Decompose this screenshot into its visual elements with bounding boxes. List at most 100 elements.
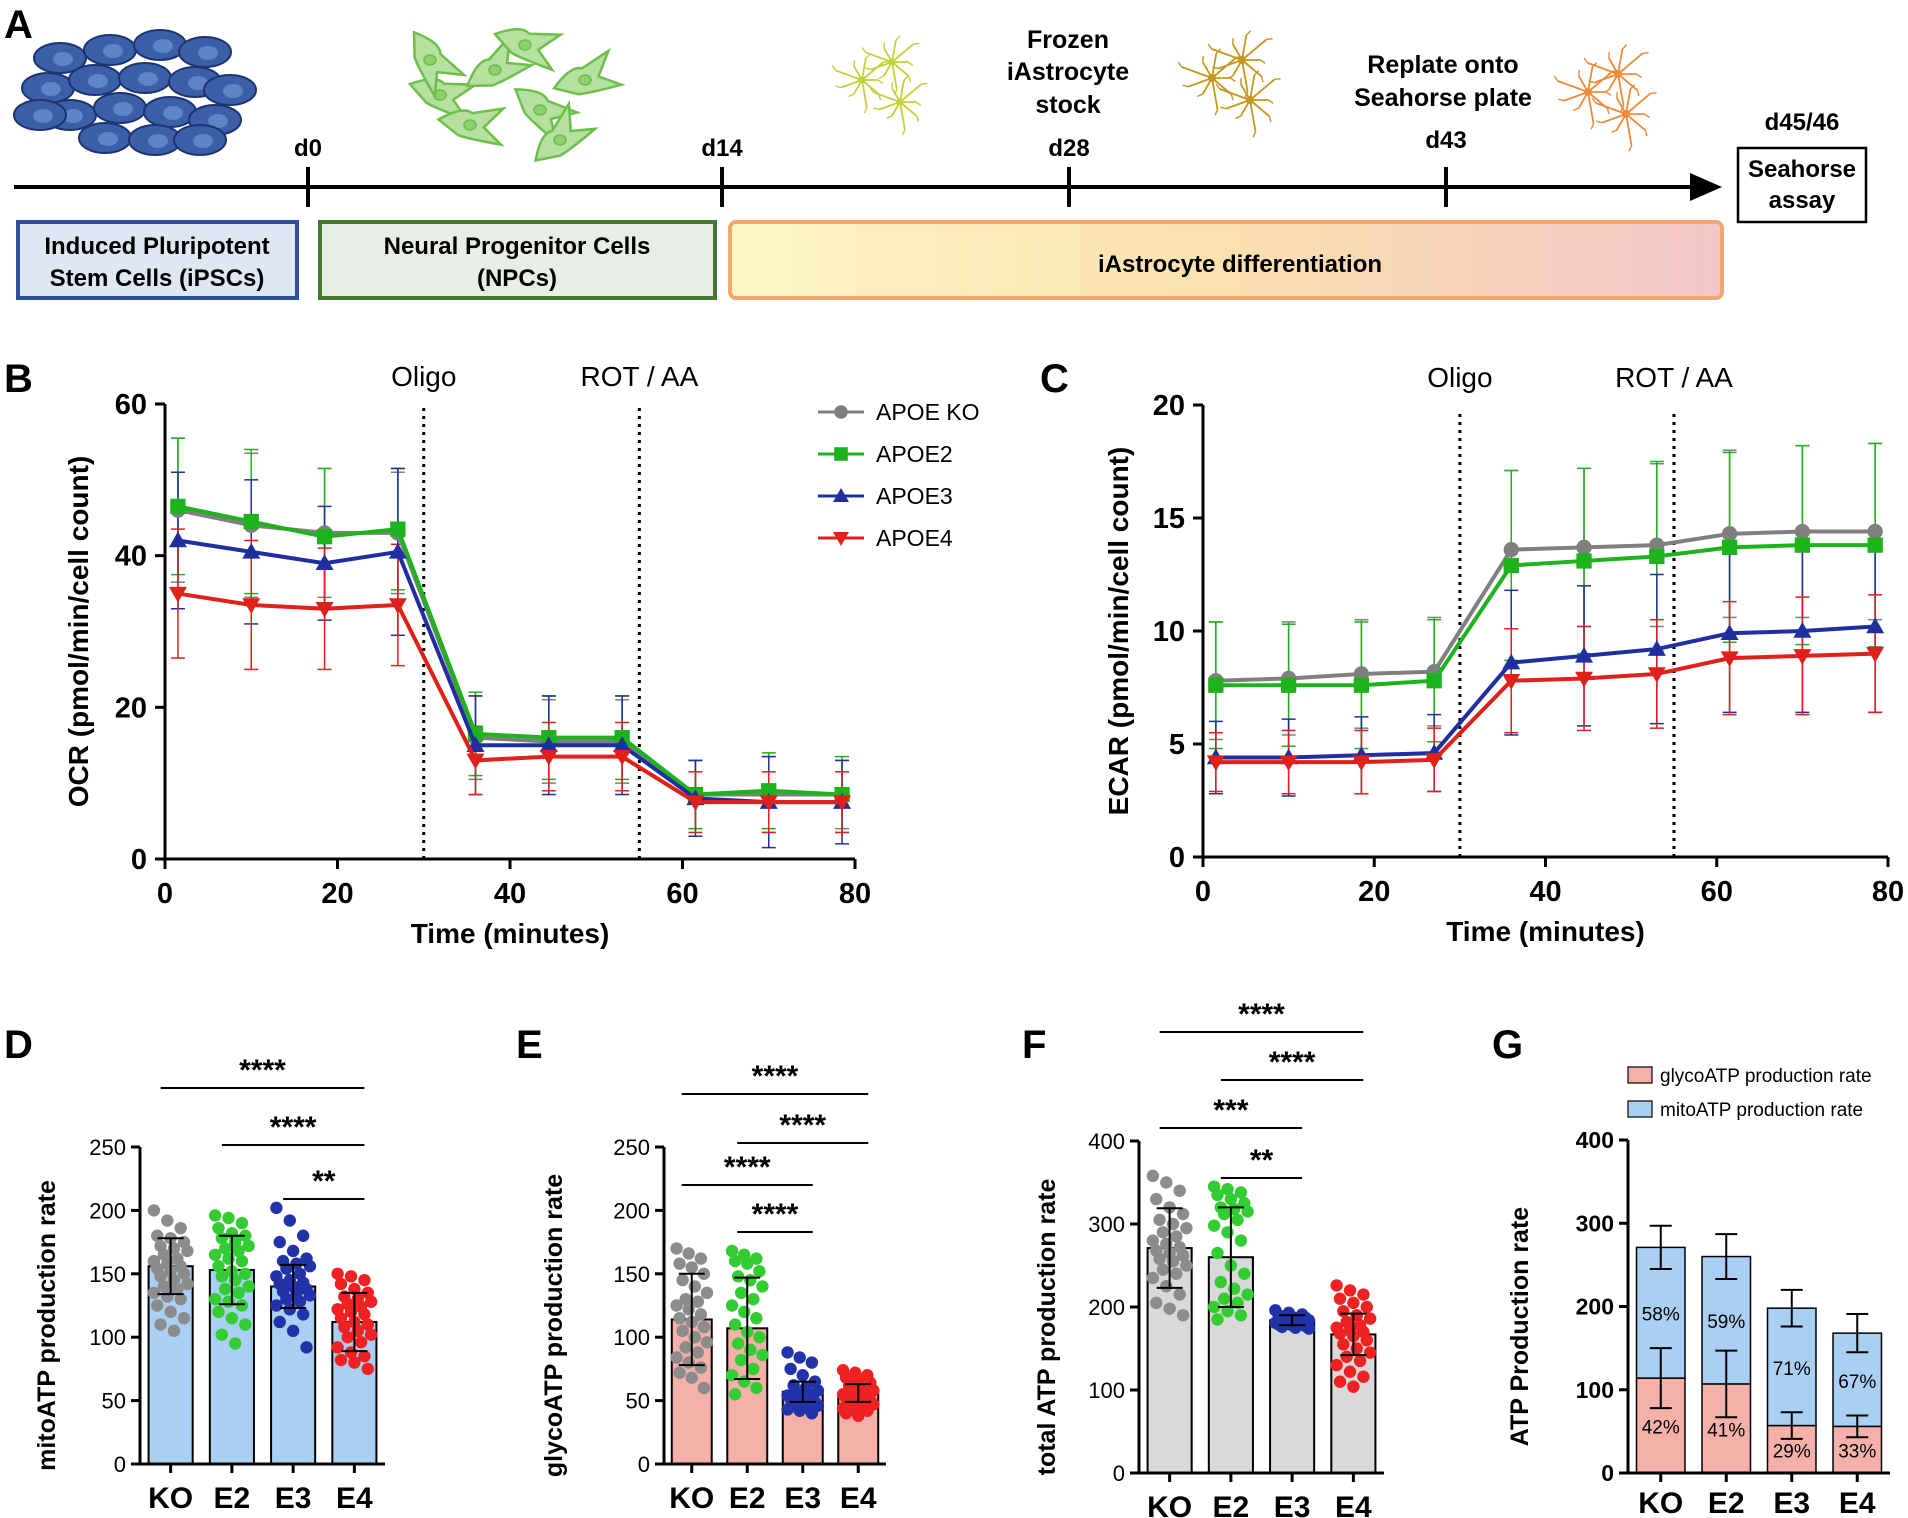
y-tick-label: 100	[613, 1325, 650, 1350]
y-tick-label: 300	[1576, 1210, 1614, 1236]
data-point	[1234, 1234, 1248, 1247]
astrocyte-process	[899, 101, 918, 117]
astrocyte-branch	[878, 75, 885, 80]
x-tick-label: E4	[840, 1482, 877, 1515]
astrocyte-branch	[1177, 61, 1183, 68]
astrocyte-branch	[1253, 70, 1260, 76]
data-point-triangle-down	[613, 749, 632, 766]
astrocyte-branch	[1227, 75, 1234, 80]
legend-label: APOE4	[876, 525, 953, 551]
astrocyte-process	[1249, 99, 1270, 117]
data-point	[1241, 1288, 1254, 1301]
data-point	[147, 1204, 161, 1217]
ipsc-cell-nucleus	[88, 74, 108, 88]
astrocyte-process	[841, 79, 863, 89]
data-point	[747, 1362, 760, 1376]
astrocyte-illustration-orange	[1553, 44, 1657, 152]
astrocyte-process	[1241, 59, 1262, 77]
astrocyte-process	[1625, 88, 1632, 115]
data-point	[1343, 1284, 1357, 1297]
data-point-triangle-up	[242, 542, 261, 559]
data-point	[334, 1353, 348, 1367]
data-point	[164, 1305, 177, 1319]
x-tick-label: 80	[839, 878, 871, 910]
npc-cell-nucleus	[423, 54, 437, 66]
series-line-e3	[177, 538, 843, 805]
chart-glyco-atp: 0 50 100 150 200 250 KO E2 E3 E4 glycoATP producti…	[540, 1060, 886, 1515]
data-point	[731, 1270, 745, 1283]
x-tick-label: 60	[1701, 876, 1733, 908]
stage-ipsc-line2: Stem Cells (iPSCs)	[50, 265, 265, 292]
stage-box-npc	[318, 220, 717, 300]
data-point	[679, 1292, 692, 1306]
data-point	[273, 1235, 286, 1249]
legend-swatch	[1627, 1100, 1653, 1118]
astrocyte-branch	[1621, 44, 1628, 50]
data-point	[1221, 1182, 1234, 1196]
data-point	[688, 1280, 701, 1293]
data-point-triangle-down	[1206, 755, 1225, 772]
data-point	[239, 1267, 252, 1281]
x-tick-label: 0	[157, 878, 173, 910]
astrocyte-branch	[1230, 77, 1236, 82]
astrocyte-branch	[1235, 115, 1242, 120]
data-point-triangle-up	[1720, 624, 1739, 641]
data-point	[734, 1353, 748, 1367]
data-point	[1156, 1263, 1170, 1276]
y-axis-label: glycoATP production rate	[540, 1174, 568, 1477]
data-point-circle	[1721, 526, 1738, 542]
data-point	[286, 1324, 300, 1338]
astrocyte-branch	[873, 107, 880, 111]
legend-swatch	[1627, 1066, 1653, 1084]
panel-a: A d0 d14 d28 d43 Frozen iAstrocyte stock…	[4, 3, 1868, 300]
y-tick-label: 150	[613, 1262, 650, 1287]
astrocyte-branch	[1591, 97, 1597, 104]
data-point	[364, 1328, 378, 1341]
timeline-end-label: d45/46	[1765, 109, 1840, 136]
legend-label: APOE2	[876, 441, 953, 467]
data-point	[303, 1259, 317, 1273]
injection-label: ROT / AA	[581, 361, 699, 392]
ipsc-cells-illustration	[13, 29, 257, 156]
significance-stars: ****	[779, 1109, 826, 1142]
astrocyte-process	[891, 40, 897, 63]
astrocyte-soma	[1207, 73, 1217, 83]
data-point	[1146, 1271, 1160, 1285]
data-point	[734, 1286, 748, 1300]
astrocyte-process	[1625, 113, 1646, 131]
series-line-e3	[1215, 624, 1876, 760]
data-point	[293, 1295, 307, 1308]
y-tick-label: 300	[1088, 1212, 1125, 1237]
y-tick-label: 20	[1153, 390, 1185, 422]
astrocyte-process	[873, 91, 901, 103]
data-point	[242, 1280, 255, 1293]
x-tick-label: E2	[1213, 1491, 1250, 1518]
percent-label-mito: 71%	[1773, 1359, 1811, 1380]
astrocyte-process	[1587, 70, 1614, 93]
data-point-triangle-down	[1575, 671, 1594, 688]
y-tick-label: 5	[1169, 729, 1185, 761]
data-point	[229, 1337, 242, 1350]
npc-cell	[551, 47, 626, 96]
astrocyte-process	[861, 58, 867, 81]
x-axis-label: Time (minutes)	[1446, 916, 1645, 947]
astrocyte-soma	[1245, 95, 1255, 105]
data-point	[296, 1308, 310, 1321]
y-tick-label: 200	[1088, 1295, 1125, 1320]
astrocyte-branch	[1596, 120, 1603, 124]
astrocyte-process	[1249, 99, 1257, 132]
x-tick-label: 40	[494, 878, 526, 910]
astrocyte-branch	[1636, 90, 1640, 97]
ipsc-cell-nucleus	[163, 106, 183, 120]
astrocyte-process	[1617, 48, 1624, 75]
astrocyte-branch	[1590, 123, 1595, 130]
astrocyte-branch	[1260, 76, 1264, 83]
percent-label-glyco: 33%	[1838, 1442, 1876, 1463]
stage-box-differentiation	[728, 220, 1724, 300]
astrocyte-branch	[921, 82, 928, 85]
y-tick-label: 10	[1153, 616, 1185, 648]
data-point	[1180, 1221, 1193, 1235]
data-point	[1211, 1313, 1224, 1326]
data-point	[694, 1308, 708, 1321]
data-point-circle	[1867, 523, 1883, 540]
